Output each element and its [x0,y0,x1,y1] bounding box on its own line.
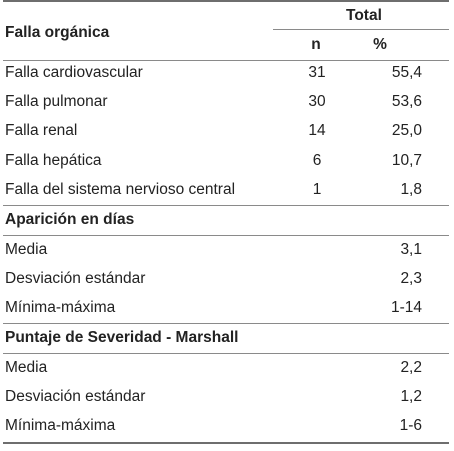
table-row-value: 1-6 [399,417,422,434]
table-row-label: Falla hepática [5,152,102,169]
top-rule [3,0,449,2]
section-rule [3,353,449,354]
table-row-pct: 10,7 [391,152,422,169]
table-row-label: Falla renal [5,122,78,139]
table-row-value: 3,1 [400,241,422,258]
table-row-label: Falla cardiovascular [5,64,143,81]
table-row-label: Desviación estándar [5,388,146,405]
table-row-pct: 1,8 [400,181,422,198]
table-row-n: 1 [312,181,322,198]
table-row-value: 1-14 [390,299,422,316]
section-title-puntaje: Puntaje de Severidad - Marshall [5,329,239,346]
table-row-value: 2,2 [400,359,422,376]
table-row-n: 6 [312,152,322,169]
section-rule [3,205,449,206]
section-title-aparicion: Aparición en días [5,211,135,228]
header-col-pct: % [373,36,387,53]
table-row-n: 14 [308,122,326,139]
table-row-label: Media [5,359,48,376]
table-row-value: 1,2 [400,388,422,405]
table-row-label: Falla pulmonar [5,93,108,110]
table-row-label: Desviación estándar [5,270,146,287]
table-row-n: 31 [308,64,326,81]
table-row-label: Mínima-máxima [5,299,116,316]
table-row-pct: 25,0 [391,122,422,139]
bottom-rule [3,442,449,444]
table-row-value: 2,3 [400,270,422,287]
table-row-pct: 55,4 [391,64,422,81]
table-row-label: Mínima-máxima [5,417,116,434]
section-rule [3,235,449,236]
header-first-col: Falla orgánica [5,24,110,41]
header-group-total: Total [346,7,382,24]
table-row-n: 30 [308,93,326,110]
header-bottom-rule [3,60,449,61]
section-rule [3,323,449,324]
header-col-n: n [311,36,321,53]
table-row-label: Falla del sistema nervioso central [5,181,236,198]
table-row-pct: 53,6 [391,93,422,110]
header-group-rule [273,29,449,30]
table-row-label: Media [5,241,48,258]
